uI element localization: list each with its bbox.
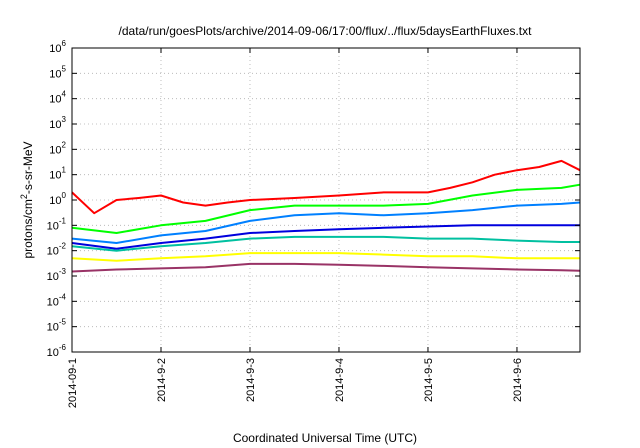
y-tick-label: 104 — [49, 90, 66, 106]
y-tick-base: 10 — [49, 170, 61, 182]
y-axis-label-post: -s-sr-MeV — [21, 141, 35, 194]
series-lines — [71, 159, 581, 273]
series-line-7 — [71, 262, 581, 273]
y-axis-label: protons/cm2-s-sr-MeV — [19, 141, 35, 258]
y-tick-label: 103 — [49, 115, 66, 131]
x-axis-label: Coordinated Universal Time (UTC) — [233, 431, 417, 445]
y-tick-label: 100 — [49, 191, 66, 207]
y-tick-exponent: -6 — [59, 343, 67, 352]
y-tick-exponent: 5 — [62, 64, 67, 73]
y-tick-label: 105 — [49, 64, 66, 80]
chart-title: /data/run/goesPlots/archive/2014-09-06/1… — [119, 24, 533, 38]
y-tick-base: 10 — [47, 271, 59, 283]
grid-lines — [72, 48, 580, 352]
y-tick-exponent: 1 — [62, 166, 67, 175]
series-line-2 — [71, 183, 581, 234]
y-axis-label-sup: 2 — [19, 194, 29, 199]
y-tick-label: 10-1 — [47, 216, 67, 232]
y-tick-label: 101 — [49, 166, 66, 182]
y-tick-label: 10-2 — [47, 242, 67, 258]
x-tick-label: 2014-9-5 — [423, 358, 435, 402]
y-tick-base: 10 — [49, 94, 61, 106]
y-tick-base: 10 — [47, 296, 59, 308]
y-tick-base: 10 — [47, 347, 59, 359]
y-axis-label-pre: protons/cm — [21, 199, 35, 258]
x-tick-label: 2014-9-3 — [245, 358, 257, 402]
y-tick-base: 10 — [49, 119, 61, 131]
y-tick-label: 10-6 — [47, 343, 67, 359]
y-tick-label: 106 — [49, 39, 66, 55]
y-tick-exponent: -5 — [59, 318, 67, 327]
series-line-5 — [71, 235, 580, 252]
y-axis-ticks: 10610510410310210110010-110-210-310-410-… — [47, 39, 580, 359]
y-tick-exponent: -1 — [59, 216, 67, 225]
y-tick-exponent: -2 — [59, 242, 67, 251]
y-tick-label: 10-3 — [47, 267, 67, 283]
x-tick-label: 2014-9-6 — [512, 358, 524, 402]
series-line-4 — [71, 224, 580, 250]
x-axis-ticks: 2014-09-1 2014-9-2 2014-9-3 2014-9-4 2014-9-… — [67, 48, 524, 408]
y-tick-base: 10 — [47, 246, 59, 258]
y-tick-label: 102 — [49, 140, 66, 156]
y-tick-exponent: 3 — [62, 115, 67, 124]
y-tick-exponent: 2 — [62, 140, 67, 149]
y-tick-base: 10 — [49, 144, 61, 156]
y-tick-label: 10-4 — [47, 292, 67, 308]
y-tick-exponent: 0 — [62, 191, 67, 200]
y-tick-base: 10 — [49, 43, 61, 55]
series-line-6 — [71, 252, 580, 262]
y-tick-base: 10 — [49, 68, 61, 80]
y-tick-base: 10 — [49, 195, 61, 207]
y-tick-exponent: 6 — [62, 39, 67, 48]
x-tick-label: 2014-9-4 — [334, 358, 346, 402]
y-tick-exponent: 4 — [62, 90, 67, 99]
series-line-1 — [71, 159, 581, 215]
y-tick-exponent: -4 — [59, 292, 67, 301]
y-tick-exponent: -3 — [59, 267, 67, 276]
series-line-3 — [71, 201, 581, 244]
y-tick-base: 10 — [47, 322, 59, 334]
y-tick-label: 10-5 — [47, 318, 67, 334]
x-tick-label: 2014-9-2 — [156, 358, 168, 402]
x-tick-label: 2014-09-1 — [67, 358, 79, 408]
y-tick-base: 10 — [47, 220, 59, 232]
